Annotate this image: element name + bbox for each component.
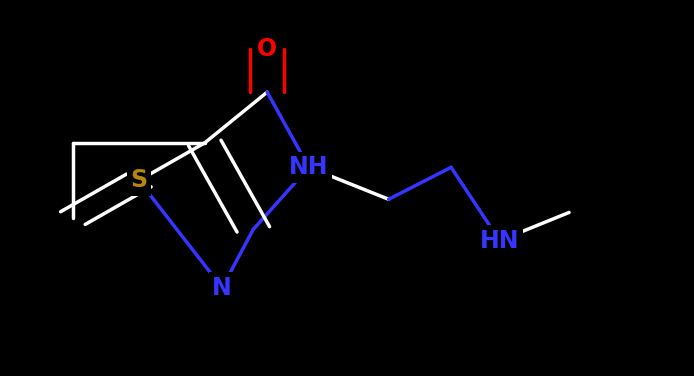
Text: N: N <box>212 276 232 300</box>
Text: HN: HN <box>480 229 519 253</box>
Text: S: S <box>130 168 147 193</box>
Text: O: O <box>257 37 277 61</box>
Text: NH: NH <box>289 155 328 179</box>
